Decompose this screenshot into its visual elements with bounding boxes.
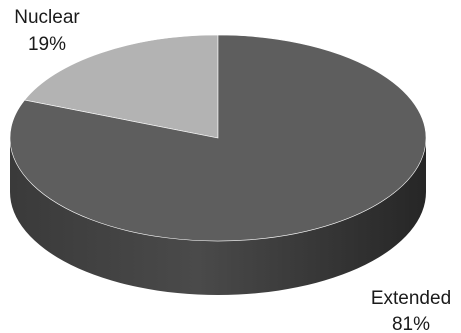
pie-slice-nuclear	[24, 34, 219, 139]
label-nuclear-value: 19%	[28, 34, 66, 55]
label-extended-name: Extended	[371, 288, 451, 309]
pie-sides	[10, 138, 426, 295]
pie-tops	[9, 34, 427, 242]
pie-side-extended	[10, 138, 426, 295]
label-nuclear-name: Nuclear	[14, 7, 80, 28]
pie-slice-extended	[9, 34, 427, 242]
label-extended-value: 81%	[392, 314, 430, 333]
